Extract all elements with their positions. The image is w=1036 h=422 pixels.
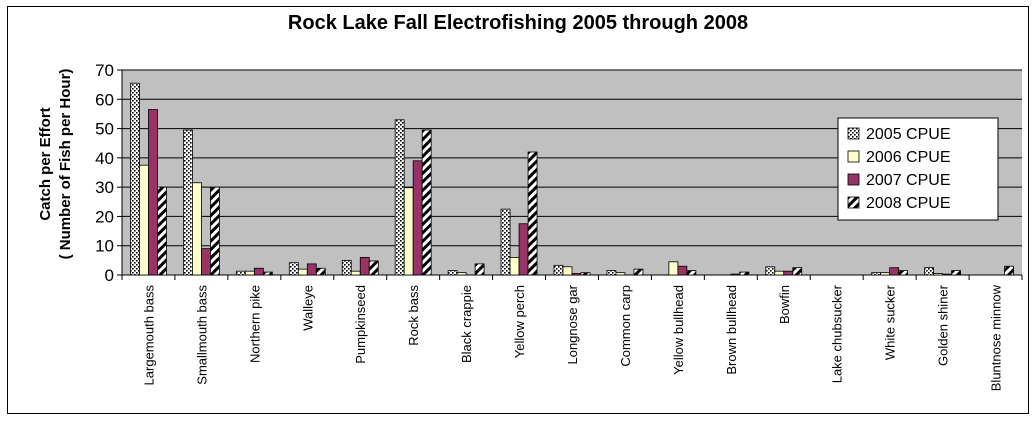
bar xyxy=(474,263,485,276)
bar xyxy=(730,273,741,276)
bar xyxy=(765,266,776,276)
y-tick-label: 50 xyxy=(95,120,114,139)
x-tick-label: Longnose gar xyxy=(565,284,580,364)
bar xyxy=(871,272,882,276)
bar xyxy=(783,270,794,276)
x-tick-label: Pumpkinseed xyxy=(353,285,368,364)
bar xyxy=(633,268,644,276)
x-tick-label: Largemouth bass xyxy=(141,285,156,386)
bar xyxy=(739,271,750,276)
y-tick-label: 60 xyxy=(95,90,114,109)
legend-label: 2007 CPUE xyxy=(866,172,951,189)
bar xyxy=(421,129,432,276)
bar xyxy=(686,270,697,276)
bar xyxy=(668,261,679,276)
x-tick-label: Smallmouth bass xyxy=(194,285,209,385)
bar xyxy=(792,267,803,276)
bar xyxy=(447,270,458,276)
bar xyxy=(615,272,626,276)
bar xyxy=(244,270,255,276)
y-tick-label: 40 xyxy=(95,149,114,168)
bar xyxy=(677,265,688,276)
bar xyxy=(412,160,423,276)
bar xyxy=(306,263,317,276)
bar xyxy=(898,270,909,276)
x-tick-label: Golden shiner xyxy=(936,284,951,366)
x-tick-label: Northern pike xyxy=(247,285,262,363)
bar xyxy=(456,272,467,276)
bar xyxy=(235,270,246,276)
bar xyxy=(527,151,538,276)
bar xyxy=(924,267,934,276)
bar xyxy=(889,267,900,276)
bar xyxy=(315,267,326,276)
bar xyxy=(1004,265,1014,276)
legend-label: 2008 CPUE xyxy=(866,195,951,212)
bar xyxy=(139,164,149,276)
y-tick-label: 0 xyxy=(105,266,114,285)
bar xyxy=(880,272,891,276)
bar xyxy=(297,268,308,276)
x-tick-label: Bowfin xyxy=(777,285,792,324)
bar xyxy=(130,82,140,276)
bar xyxy=(553,264,564,276)
chart-title: Rock Lake Fall Electrofishing 2005 throu… xyxy=(287,12,749,34)
legend-swatch xyxy=(847,150,860,163)
x-tick-label: Yellow bullhead xyxy=(671,285,686,375)
bar xyxy=(262,271,273,276)
bar xyxy=(341,259,352,276)
bar xyxy=(580,272,591,276)
bar xyxy=(933,273,943,276)
bar xyxy=(183,129,193,276)
bar xyxy=(951,270,961,276)
bar xyxy=(394,119,405,276)
legend-box xyxy=(837,117,999,221)
x-tick-label: Common carp xyxy=(618,285,633,367)
y-tick-label: 70 xyxy=(95,61,114,80)
bar xyxy=(509,257,520,276)
bar xyxy=(368,260,379,276)
y-tick-label: 10 xyxy=(95,237,114,256)
y-axis-label: Catch per Effort ( Number of Fish per Ho… xyxy=(37,69,74,260)
bar xyxy=(518,223,529,276)
bar xyxy=(210,186,220,276)
x-tick-label: Black crappie xyxy=(459,285,474,363)
x-tick-label: Bluntnose minnow xyxy=(989,284,1004,391)
bar xyxy=(606,270,617,276)
bar xyxy=(500,208,511,276)
x-tick-label: Lake chubsucker xyxy=(830,284,845,383)
legend-label: 2005 CPUE xyxy=(866,126,951,143)
legend-label: 2006 CPUE xyxy=(866,149,951,166)
y-tick-label: 20 xyxy=(95,207,114,226)
bar xyxy=(288,262,299,276)
bar xyxy=(192,182,202,276)
legend-swatch xyxy=(847,173,860,186)
bar xyxy=(201,248,211,276)
bar xyxy=(148,109,158,276)
legend-swatch xyxy=(847,196,860,209)
y-axis-label-line2: ( Number of Fish per Hour) xyxy=(57,69,74,260)
legend-swatch xyxy=(847,127,860,140)
bar xyxy=(774,270,785,276)
x-tick-label: Brown bullhead xyxy=(724,285,739,375)
bar xyxy=(571,273,582,276)
bar xyxy=(942,273,952,276)
bar xyxy=(359,257,370,276)
x-tick-label: Rock bass xyxy=(406,285,421,346)
x-tick-label: White sucker xyxy=(883,284,898,360)
x-tick-label: Walleye xyxy=(300,285,315,331)
bar xyxy=(350,270,361,276)
y-tick-label: 30 xyxy=(95,178,114,197)
bar xyxy=(403,187,414,276)
y-axis-label-line1: Catch per Effort xyxy=(37,107,54,220)
bar xyxy=(157,186,167,276)
bar xyxy=(253,267,264,276)
x-tick-label: Yellow perch xyxy=(512,285,527,358)
bar xyxy=(562,266,573,276)
